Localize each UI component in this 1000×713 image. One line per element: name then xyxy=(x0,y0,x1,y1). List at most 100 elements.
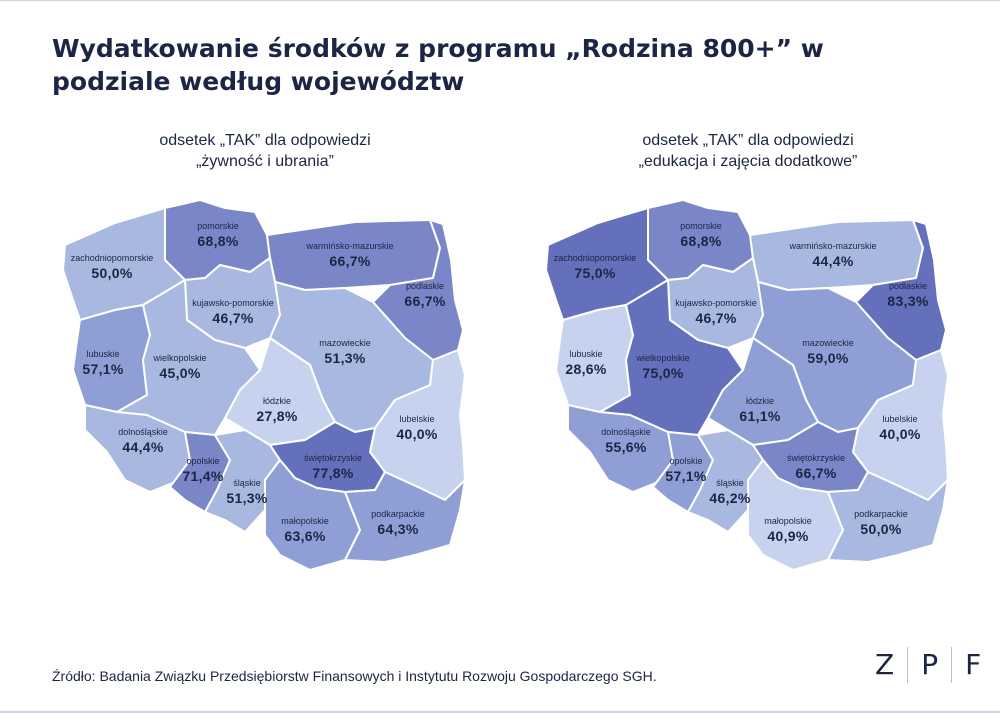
region-name: opolskie xyxy=(669,456,703,466)
region-name: mazowieckie xyxy=(319,338,371,348)
region-name: zachodniopomorskie xyxy=(70,253,154,263)
region-label-lubuskie: lubuskie 28,6% xyxy=(565,348,606,378)
region-value: 66,7% xyxy=(404,293,446,309)
region-name: świętokrzyskie xyxy=(303,453,363,463)
region-value: 64,3% xyxy=(377,521,419,537)
region-value: 83,3% xyxy=(887,293,929,309)
zpf-logo: Z P F xyxy=(862,645,994,685)
region-name: lubuskie xyxy=(86,349,120,359)
region-value: 51,3% xyxy=(226,490,268,506)
region-value: 44,4% xyxy=(812,253,854,269)
region-name: lubelskie xyxy=(882,414,918,424)
region-name: lubelskie xyxy=(399,414,435,424)
region-label-pomorskie: pomorskie 68,8% xyxy=(197,220,239,250)
map-left-subtitle-line2: „żywność i ubrania” xyxy=(196,153,334,170)
region-value: 55,6% xyxy=(605,439,647,455)
region-label-lubelskie: lubelskie 40,0% xyxy=(879,413,920,443)
region-label-kujawsko: kujawsko-pomorskie 46,7% xyxy=(192,297,274,327)
region-name: pomorskie xyxy=(680,221,722,231)
region-value: 57,1% xyxy=(665,468,707,484)
region-podkarpackie xyxy=(344,471,466,563)
region-name: wielkopolskie xyxy=(153,353,207,363)
region-name: podkarpackie xyxy=(371,509,425,519)
region-label-wielkopolskie: wielkopolskie 75,0% xyxy=(636,352,689,382)
bottom-divider xyxy=(0,711,1000,713)
region-label-opolskie: opolskie 57,1% xyxy=(665,455,706,485)
logo-letter-p: P xyxy=(921,648,939,681)
logo-letter-z: Z xyxy=(875,648,895,681)
region-value: 45,0% xyxy=(159,365,201,381)
region-value: 68,8% xyxy=(197,233,239,249)
region-label-lubuskie: lubuskie 57,1% xyxy=(82,348,123,378)
region-name: warmińsko-mazurskie xyxy=(789,241,877,251)
region-slaskie xyxy=(687,429,764,533)
region-name: wielkopolskie xyxy=(636,353,690,363)
logo-separator xyxy=(951,647,953,683)
map-svg xyxy=(62,199,466,571)
region-name: świętokrzyskie xyxy=(786,453,846,463)
map-left-subtitle-line1: odsetek „TAK” dla odpowiedzi xyxy=(159,132,371,149)
region-value: 77,8% xyxy=(312,465,354,481)
region-name: podkarpackie xyxy=(854,509,908,519)
region-label-dolnoslaskie: dolnośląskie 44,4% xyxy=(118,426,168,456)
region-value: 40,0% xyxy=(396,426,438,442)
page-title: Wydatkowanie środków z programu „Rodzina… xyxy=(52,34,824,96)
region-slaskie xyxy=(204,429,281,533)
region-name: śląskie xyxy=(716,478,744,488)
region-name: śląskie xyxy=(233,478,261,488)
region-label-zachodniopomorskie: zachodniopomorskie 75,0% xyxy=(554,252,637,282)
region-value: 46,2% xyxy=(709,490,751,506)
region-value: 46,7% xyxy=(695,310,737,326)
map-education: pomorskie 68,8% zachodniopomorskie 75,0% war… xyxy=(538,190,958,590)
region-value: 50,0% xyxy=(860,521,902,537)
region-name: dolnośląskie xyxy=(601,427,651,437)
region-name: lubuskie xyxy=(569,349,603,359)
region-label-swietokrzyskie: świętokrzyskie 77,8% xyxy=(304,452,362,482)
region-name: dolnośląskie xyxy=(118,427,168,437)
region-label-podlaskie: podlaskie 66,7% xyxy=(404,280,445,310)
logo-separator xyxy=(907,647,909,683)
region-label-podkarpackie: podkarpackie 64,3% xyxy=(371,508,425,538)
region-value: 46,7% xyxy=(212,310,254,326)
region-value: 40,9% xyxy=(767,528,809,544)
region-name: zachodniopomorskie xyxy=(553,253,637,263)
region-value: 61,1% xyxy=(739,408,781,424)
region-label-lodzkie: łódzkie 27,8% xyxy=(256,395,297,425)
region-label-mazowieckie: mazowieckie 59,0% xyxy=(802,337,854,367)
region-value: 75,0% xyxy=(574,265,616,281)
region-name: mazowieckie xyxy=(802,338,854,348)
map-right-subtitle-line2: „edukacja i zajęcia dodatkowe” xyxy=(638,153,858,170)
region-value: 66,7% xyxy=(329,253,371,269)
region-label-lodzkie: łódzkie 61,1% xyxy=(739,395,780,425)
map-left-subtitle: odsetek „TAK” dla odpowiedzi „żywność i … xyxy=(115,130,415,172)
map-svg xyxy=(545,199,949,571)
region-label-swietokrzyskie: świętokrzyskie 66,7% xyxy=(787,452,845,482)
region-value: 44,4% xyxy=(122,439,164,455)
logo-letter-f: F xyxy=(965,648,982,681)
region-name: pomorskie xyxy=(197,221,239,231)
region-label-warminsko: warmińsko-mazurskie 66,7% xyxy=(306,240,393,270)
region-value: 50,0% xyxy=(91,265,133,281)
region-name: małopolskie xyxy=(281,516,329,526)
map-food-clothing: pomorskie 68,8% zachodniopomorskie 50,0% war… xyxy=(55,190,475,590)
region-value: 71,4% xyxy=(182,468,224,484)
source-note: Źródło: Badania Związku Przedsiębiorstw … xyxy=(52,668,657,684)
region-label-zachodniopomorskie: zachodniopomorskie 50,0% xyxy=(71,252,154,282)
region-value: 57,1% xyxy=(82,361,124,377)
region-value: 63,6% xyxy=(284,528,326,544)
region-name: kujawsko-pomorskie xyxy=(192,298,274,308)
region-label-slaskie: śląskie 46,2% xyxy=(709,477,750,507)
map-right-subtitle-line1: odsetek „TAK” dla odpowiedzi xyxy=(642,132,854,149)
region-label-kujawsko: kujawsko-pomorskie 46,7% xyxy=(675,297,757,327)
region-label-dolnoslaskie: dolnośląskie 55,6% xyxy=(601,426,651,456)
region-value: 68,8% xyxy=(680,233,722,249)
region-label-mazowieckie: mazowieckie 51,3% xyxy=(319,337,371,367)
region-name: łódzkie xyxy=(745,396,775,406)
region-value: 66,7% xyxy=(795,465,837,481)
region-value: 51,3% xyxy=(324,350,366,366)
region-value: 59,0% xyxy=(807,350,849,366)
region-podkarpackie xyxy=(827,471,949,563)
region-name: podlaskie xyxy=(888,281,928,291)
region-name: warmińsko-mazurskie xyxy=(306,241,394,251)
region-name: opolskie xyxy=(186,456,220,466)
